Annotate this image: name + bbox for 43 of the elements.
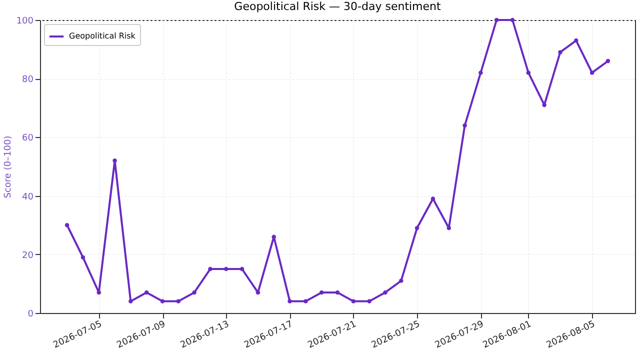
legend-label: Geopolitical Risk [69,32,136,40]
point [128,299,133,304]
y-tick-label: 20 [22,250,34,261]
point [240,266,244,272]
point [288,299,292,304]
point [144,290,149,295]
point [414,226,420,230]
point [176,299,181,304]
y-tick-label: 80 [22,75,34,86]
point [208,266,212,272]
y-tick-label: 40 [22,192,34,202]
point [272,234,276,239]
point [64,222,70,228]
point [510,18,515,22]
y-tick-label: 0 [28,310,34,320]
point [430,196,436,201]
point [367,299,372,304]
point [590,70,594,75]
point [319,290,324,295]
point [335,290,340,295]
point [399,278,404,283]
y-axis-title: Score (0–100) [3,136,14,198]
chart-title: Geopolitical Risk — 30-day sentiment [234,0,442,13]
point [542,102,546,108]
point [526,70,531,75]
point [224,266,228,272]
y-tick-label: 60 [22,134,34,144]
y-tick-label: 100 [16,16,34,26]
point [383,290,388,295]
point [192,290,196,295]
point [304,299,308,304]
point [446,226,451,230]
point [574,38,578,43]
point [606,58,610,64]
point [160,299,165,304]
point [96,290,101,295]
point [558,50,562,54]
point [494,18,499,22]
point [478,70,483,75]
point [462,123,467,128]
point [80,255,86,260]
point [351,299,356,304]
point [112,158,117,163]
